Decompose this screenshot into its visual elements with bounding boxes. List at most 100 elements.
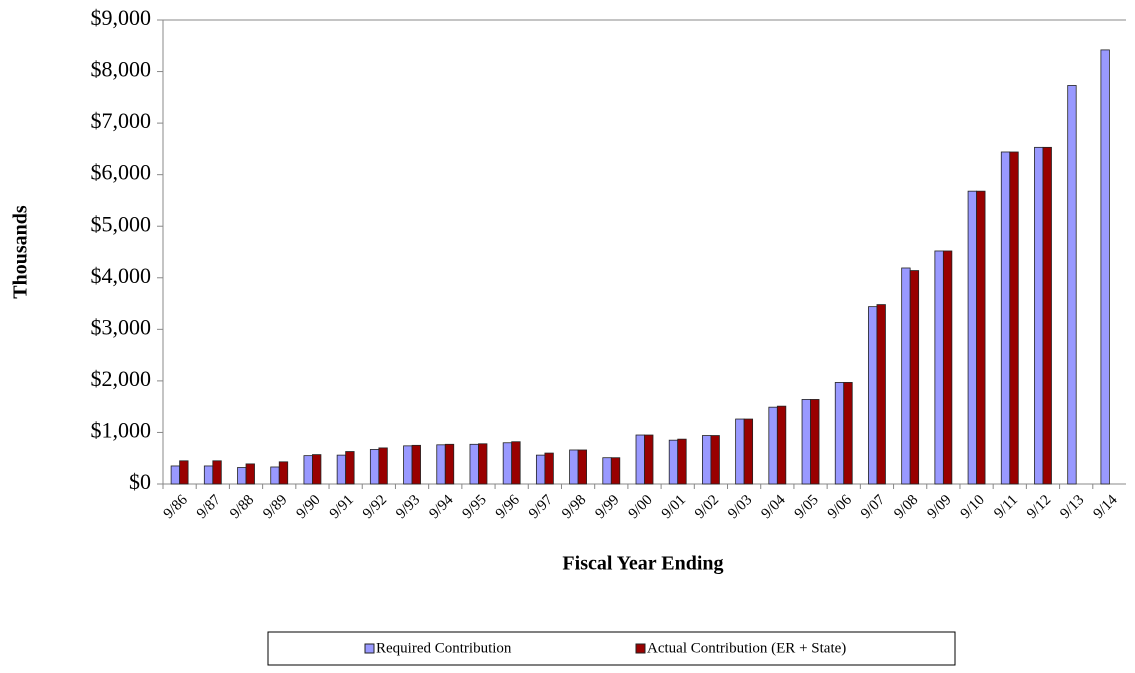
x-tick-label: 9/03 xyxy=(725,492,755,522)
bar xyxy=(942,250,953,485)
bar xyxy=(602,457,612,485)
x-tick-label: 9/87 xyxy=(194,492,225,523)
x-tick-label: 9/10 xyxy=(958,492,988,522)
x-tick-label: 9/07 xyxy=(858,492,889,523)
bar xyxy=(1034,146,1044,485)
x-tick-label: 9/02 xyxy=(692,492,722,522)
legend-label: Required Contribution xyxy=(376,640,512,656)
legend-box xyxy=(267,631,956,666)
bar xyxy=(237,467,247,485)
bar xyxy=(768,406,778,485)
y-tick-label: $3,000 xyxy=(91,314,152,339)
y-tick-label: $8,000 xyxy=(91,57,152,82)
bar xyxy=(610,457,621,485)
y-tick-label: $5,000 xyxy=(91,211,152,236)
x-tick-label: 9/13 xyxy=(1057,492,1087,522)
bar xyxy=(710,435,720,485)
x-tick-label: 9/90 xyxy=(294,492,324,522)
x-tick-label: 9/86 xyxy=(161,492,192,523)
y-axis-title: Thousands xyxy=(10,205,32,299)
x-tick-label: 9/95 xyxy=(460,492,490,522)
bar xyxy=(1000,151,1011,485)
bar xyxy=(868,306,878,485)
bar xyxy=(502,442,513,485)
x-tick-label: 9/09 xyxy=(924,492,954,522)
bar xyxy=(1009,151,1019,485)
bar xyxy=(635,434,645,485)
x-tick-label: 9/01 xyxy=(659,492,689,522)
bar xyxy=(801,399,811,485)
bar xyxy=(312,454,322,485)
bar xyxy=(976,190,986,485)
bar xyxy=(901,267,911,485)
bar xyxy=(179,460,189,485)
bar xyxy=(336,454,347,485)
y-tick-label: $4,000 xyxy=(91,263,152,288)
x-tick-label: 9/92 xyxy=(360,492,390,522)
bar xyxy=(170,465,181,485)
x-tick-label: 9/96 xyxy=(493,492,524,523)
x-tick-label: 9/93 xyxy=(393,492,423,522)
bar xyxy=(743,418,754,485)
bar xyxy=(403,445,413,485)
bar xyxy=(411,444,421,485)
bar xyxy=(834,382,845,485)
bar xyxy=(668,439,679,485)
bar xyxy=(1067,85,1077,485)
x-tick-label: 9/11 xyxy=(991,492,1021,522)
x-tick-label: 9/88 xyxy=(227,492,257,522)
x-tick-label: 9/08 xyxy=(891,492,921,522)
bar xyxy=(478,443,488,485)
bar xyxy=(644,434,654,485)
bar xyxy=(245,463,255,485)
bar xyxy=(369,449,380,485)
bar xyxy=(303,455,313,485)
x-tick-label: 9/98 xyxy=(559,492,589,522)
x-tick-label: 9/06 xyxy=(825,492,856,523)
bar xyxy=(544,452,554,485)
legend-swatch xyxy=(364,643,375,654)
y-tick-label: $2,000 xyxy=(91,366,152,391)
y-tick-label: $0 xyxy=(129,469,151,494)
bar xyxy=(511,441,521,485)
bar xyxy=(1100,49,1110,485)
bar xyxy=(203,465,214,485)
bar xyxy=(735,418,745,485)
y-tick-label: $6,000 xyxy=(91,160,152,185)
bar xyxy=(212,460,222,485)
bar xyxy=(702,435,712,485)
x-tick-label: 9/05 xyxy=(792,492,822,522)
y-tick-label: $7,000 xyxy=(91,108,152,133)
x-tick-label: 9/14 xyxy=(1090,492,1121,523)
bar xyxy=(577,449,587,485)
bar xyxy=(967,190,977,485)
x-tick-label: 9/00 xyxy=(626,492,656,522)
bar xyxy=(909,270,920,485)
x-tick-label: 9/91 xyxy=(327,492,357,522)
bar xyxy=(569,449,579,485)
bar xyxy=(843,382,853,485)
bar xyxy=(810,399,820,485)
x-tick-label: 9/89 xyxy=(260,492,290,522)
bar xyxy=(278,461,289,485)
legend-label: Actual Contribution (ER + State) xyxy=(647,640,846,656)
bar xyxy=(1042,146,1052,485)
bar xyxy=(378,447,388,485)
bar xyxy=(876,304,886,485)
bar xyxy=(345,451,355,485)
x-tick-label: 9/94 xyxy=(426,492,457,523)
x-tick-label: 9/12 xyxy=(1024,492,1054,522)
bar xyxy=(535,454,546,485)
y-tick-label: $1,000 xyxy=(91,417,152,442)
bar xyxy=(776,405,787,485)
bar xyxy=(444,443,455,485)
bar xyxy=(934,250,944,485)
bar xyxy=(677,438,687,485)
x-tick-label: 9/04 xyxy=(758,492,789,523)
bar xyxy=(469,443,479,485)
bar xyxy=(436,444,446,485)
x-tick-label: 9/99 xyxy=(592,492,622,522)
legend-swatch xyxy=(635,643,646,654)
bar xyxy=(270,466,280,485)
